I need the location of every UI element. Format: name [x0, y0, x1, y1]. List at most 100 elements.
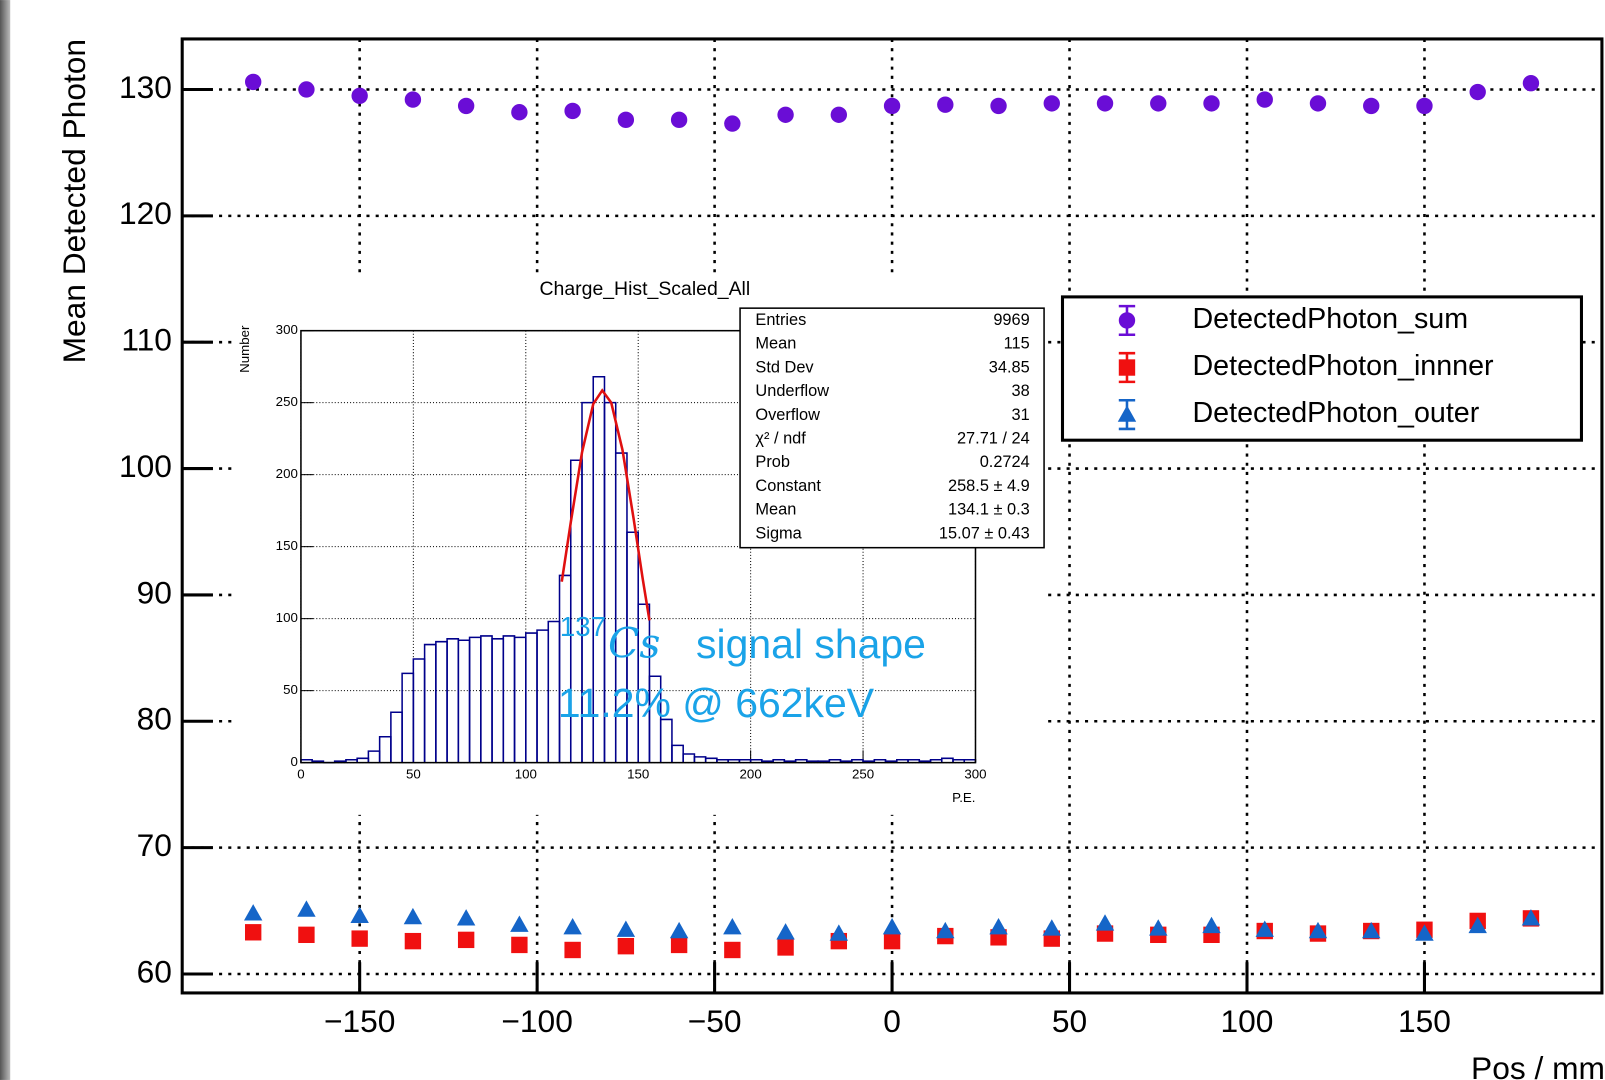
point — [457, 931, 475, 949]
point — [882, 918, 902, 935]
y-tick-label: 200 — [276, 466, 298, 481]
y-tick-label: 130 — [119, 69, 172, 105]
point — [1363, 97, 1380, 115]
point — [669, 921, 689, 939]
plot-frame — [180, 37, 1604, 995]
point — [298, 81, 315, 98]
y-tick-label: 0 — [290, 754, 297, 769]
y-tick-label: 110 — [121, 322, 172, 358]
inset-y-label: Number — [237, 325, 252, 373]
x-tick-label: 0 — [297, 766, 304, 781]
point — [670, 111, 688, 129]
x-tick-label: 0 — [883, 1003, 901, 1039]
point — [936, 921, 955, 939]
point — [510, 915, 529, 932]
annotation-resolution: 11.2% @ 662keV — [558, 680, 875, 726]
legend-marker — [1118, 312, 1136, 329]
legend-marker — [1118, 359, 1136, 376]
point — [1362, 921, 1381, 939]
y-tick-label: 120 — [119, 195, 172, 231]
point — [1043, 95, 1060, 112]
x-tick-label: 300 — [964, 766, 986, 781]
stat-value: 34.85 — [989, 358, 1030, 376]
point — [1468, 916, 1487, 934]
stat-value: 258.5 ± 4.9 — [948, 477, 1030, 495]
x-tick-label: 200 — [740, 766, 762, 781]
x-tick-label: 250 — [852, 766, 874, 781]
point — [830, 106, 848, 123]
point — [829, 924, 849, 941]
stats-box — [739, 307, 1045, 549]
point — [1256, 91, 1273, 108]
point — [724, 941, 741, 959]
x-tick-label: 150 — [1398, 1003, 1451, 1039]
point — [511, 936, 528, 954]
stat-value: 0.2724 — [980, 453, 1030, 471]
legend-label: DetectedPhoton_outer — [1192, 397, 1479, 429]
y-tick-label: 250 — [276, 394, 298, 409]
point — [564, 941, 581, 959]
stat-name: χ² / ndf — [755, 430, 806, 448]
x-tick-label: 50 — [1052, 1003, 1087, 1039]
isotope: Cs — [608, 619, 660, 667]
x-tick-label: 50 — [406, 766, 421, 781]
histogram-bin — [659, 718, 673, 763]
stat-name: Mean — [755, 501, 796, 519]
stat-value: 27.71 / 24 — [957, 430, 1030, 448]
legend-box — [1060, 295, 1583, 442]
stat-value: 9969 — [993, 311, 1029, 329]
x-tick-label: −50 — [688, 1003, 742, 1039]
x-tick-label: 100 — [515, 766, 537, 781]
y-axis-label: Mean Detected Photon — [56, 39, 92, 363]
inset-title: Charge_Hist_Scaled_All — [540, 278, 751, 300]
isotope-mass: 137 — [560, 611, 606, 642]
y-tick-label: 80 — [137, 701, 172, 737]
point — [883, 97, 901, 115]
point — [1150, 95, 1167, 112]
point — [456, 909, 476, 926]
point — [989, 918, 1008, 935]
annotation-label: signal shape — [696, 621, 926, 667]
stat-value: 115 — [1004, 335, 1030, 353]
x-axis-label: Pos / mm — [1471, 1050, 1605, 1080]
point — [777, 106, 794, 123]
legend-marker — [1117, 405, 1137, 422]
point — [1255, 920, 1274, 937]
point — [617, 111, 635, 129]
point — [457, 97, 475, 115]
point — [1149, 919, 1168, 936]
stat-name: Mean — [755, 335, 796, 353]
photo-edge — [0, 0, 11, 1080]
point — [243, 904, 263, 921]
point — [244, 73, 262, 91]
y-tick-label: 90 — [137, 574, 172, 610]
x-tick-label: −150 — [324, 1003, 395, 1039]
point — [937, 96, 954, 113]
point — [563, 918, 582, 935]
fit-curve — [560, 388, 651, 621]
point — [1042, 919, 1061, 936]
point — [1309, 95, 1327, 112]
stat-value: 38 — [1012, 382, 1030, 400]
point — [350, 906, 369, 924]
stat-name: Overflow — [755, 406, 820, 424]
stat-value: 15.07 ± 0.43 — [939, 524, 1030, 542]
legend-label: DetectedPhoton_innner — [1192, 350, 1494, 382]
point — [511, 104, 528, 121]
y-tick-label: 60 — [137, 953, 172, 989]
y-tick-label: 300 — [276, 322, 298, 337]
point — [564, 102, 581, 120]
point — [403, 907, 423, 925]
stat-name: Entries — [755, 311, 806, 329]
point — [351, 87, 368, 104]
point — [616, 920, 636, 937]
point — [1469, 83, 1486, 101]
point — [404, 932, 422, 950]
inset-x-label: P.E. — [952, 790, 975, 805]
point — [617, 938, 635, 955]
point — [990, 97, 1007, 115]
y-tick-label: 100 — [119, 448, 172, 484]
point — [1096, 95, 1114, 112]
point — [1308, 921, 1328, 939]
